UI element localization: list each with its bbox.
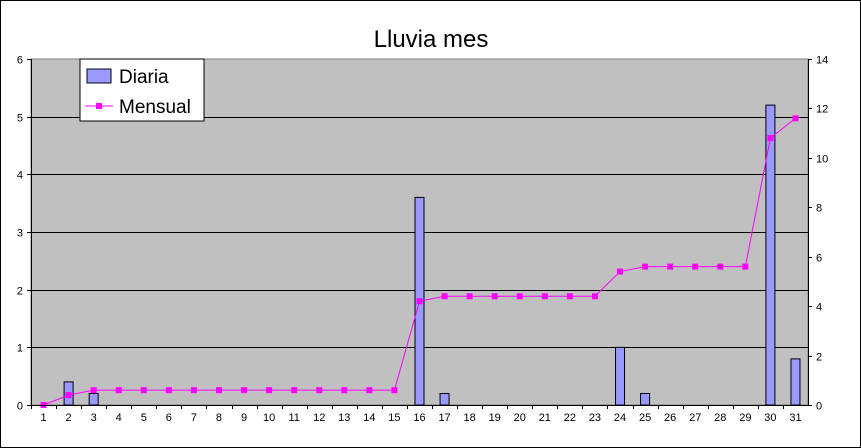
- point-mensual-day-8: [215, 387, 222, 394]
- point-mensual-day-9: [241, 387, 248, 394]
- point-mensual-day-25: [642, 263, 649, 270]
- point-mensual-day-6: [165, 387, 172, 394]
- point-mensual-day-19: [491, 293, 498, 300]
- legend-label-mensual: Mensual: [119, 97, 191, 118]
- left-axis-tick-label: 4: [17, 170, 23, 182]
- point-mensual-day-15: [391, 387, 398, 394]
- point-mensual-day-31: [792, 115, 799, 122]
- x-axis-tick-label: 21: [539, 412, 551, 424]
- point-mensual-day-11: [291, 387, 298, 394]
- point-mensual-day-18: [466, 293, 473, 300]
- right-axis-tick-label: 4: [816, 302, 822, 314]
- x-axis-tick-label: 15: [388, 412, 400, 424]
- x-axis-tick-label: 29: [739, 412, 751, 424]
- x-axis-tick-label: 26: [664, 412, 676, 424]
- x-axis-tick-label: 16: [413, 412, 425, 424]
- point-mensual-day-13: [341, 387, 348, 394]
- point-mensual-day-20: [516, 293, 523, 300]
- x-axis-tick-label: 25: [639, 412, 651, 424]
- x-axis-tick-label: 28: [714, 412, 726, 424]
- left-axis-tick-label: 6: [17, 55, 23, 67]
- x-axis-tick-label: 13: [338, 412, 350, 424]
- point-mensual-day-21: [541, 293, 548, 300]
- x-axis-tick-label: 27: [689, 412, 701, 424]
- x-axis-tick-label: 2: [66, 412, 72, 424]
- point-mensual-day-23: [591, 293, 598, 300]
- right-axis-tick-label: 6: [816, 253, 822, 265]
- chart-title: Lluvia mes: [374, 26, 489, 53]
- line-series-mensual: [40, 115, 799, 408]
- left-axis-tick-label: 5: [17, 113, 23, 125]
- right-axis-tick-label: 0: [816, 401, 822, 413]
- point-mensual-day-3: [90, 387, 97, 394]
- legend-swatch-diaria: [86, 68, 112, 84]
- x-axis-tick-label: 12: [313, 412, 325, 424]
- right-axis-tick-label: 10: [816, 154, 828, 166]
- x-axis-tick-label: 19: [489, 412, 501, 424]
- point-mensual-day-28: [717, 263, 724, 270]
- point-mensual-day-24: [617, 268, 624, 275]
- right-axis-tick-label: 2: [816, 352, 822, 364]
- point-mensual-day-14: [366, 387, 373, 394]
- bar-diaria-day-17: [439, 392, 450, 406]
- x-axis-tick-label: 3: [91, 412, 97, 424]
- right-axis-tick-label: 14: [816, 55, 828, 67]
- x-axis-tick-label: 8: [216, 412, 222, 424]
- x-axis-tick-label: 24: [614, 412, 626, 424]
- x-axis-tick-label: 22: [564, 412, 576, 424]
- x-axis-tick-label: 7: [191, 412, 197, 424]
- x-axis-tick-label: 1: [40, 412, 46, 424]
- point-mensual-day-4: [115, 387, 122, 394]
- point-mensual-day-17: [441, 293, 448, 300]
- x-axis-tick-label: 31: [789, 412, 801, 424]
- point-mensual-day-29: [742, 263, 749, 270]
- point-mensual-day-16: [416, 298, 423, 305]
- x-axis-tick-label: 18: [464, 412, 476, 424]
- legend: Diaria Mensual: [79, 58, 205, 122]
- left-axis-tick-label: 3: [17, 228, 23, 240]
- bar-diaria-day-3: [88, 392, 99, 406]
- point-mensual-day-27: [692, 263, 699, 270]
- point-mensual-day-22: [566, 293, 573, 300]
- bar-diaria-day-31: [790, 358, 801, 406]
- x-axis-tick-label: 4: [116, 412, 122, 424]
- x-axis-tick-label: 23: [589, 412, 601, 424]
- x-axis-tick-label: 6: [166, 412, 172, 424]
- right-axis-tick-label: 12: [816, 104, 828, 116]
- x-axis-tick-label: 10: [263, 412, 275, 424]
- right-axis-tick-label: 8: [816, 203, 822, 215]
- x-axis-tick-label: 5: [141, 412, 147, 424]
- left-axis-tick-label: 0: [17, 401, 23, 413]
- x-axis-tick-label: 17: [438, 412, 450, 424]
- x-axis-tick-label: 30: [764, 412, 776, 424]
- point-mensual-day-26: [667, 263, 674, 270]
- bar-diaria-day-30: [765, 104, 776, 406]
- legend-marker-mensual: [96, 103, 102, 109]
- x-axis-tick-label: 20: [514, 412, 526, 424]
- legend-label-diaria: Diaria: [119, 67, 169, 88]
- point-mensual-day-5: [140, 387, 147, 394]
- left-axis-tick-label: 2: [17, 286, 23, 298]
- point-mensual-day-7: [190, 387, 197, 394]
- x-axis-tick-label: 11: [288, 412, 299, 424]
- point-mensual-day-12: [316, 387, 323, 394]
- point-mensual-day-30: [767, 135, 774, 142]
- bar-diaria-day-25: [640, 392, 651, 406]
- bar-diaria-day-24: [615, 346, 626, 406]
- point-mensual-day-2: [65, 392, 72, 399]
- x-axis-tick-label: 9: [241, 412, 247, 424]
- point-mensual-day-10: [266, 387, 273, 394]
- x-axis-tick-label: 14: [363, 412, 375, 424]
- left-axis-tick-label: 1: [17, 343, 23, 355]
